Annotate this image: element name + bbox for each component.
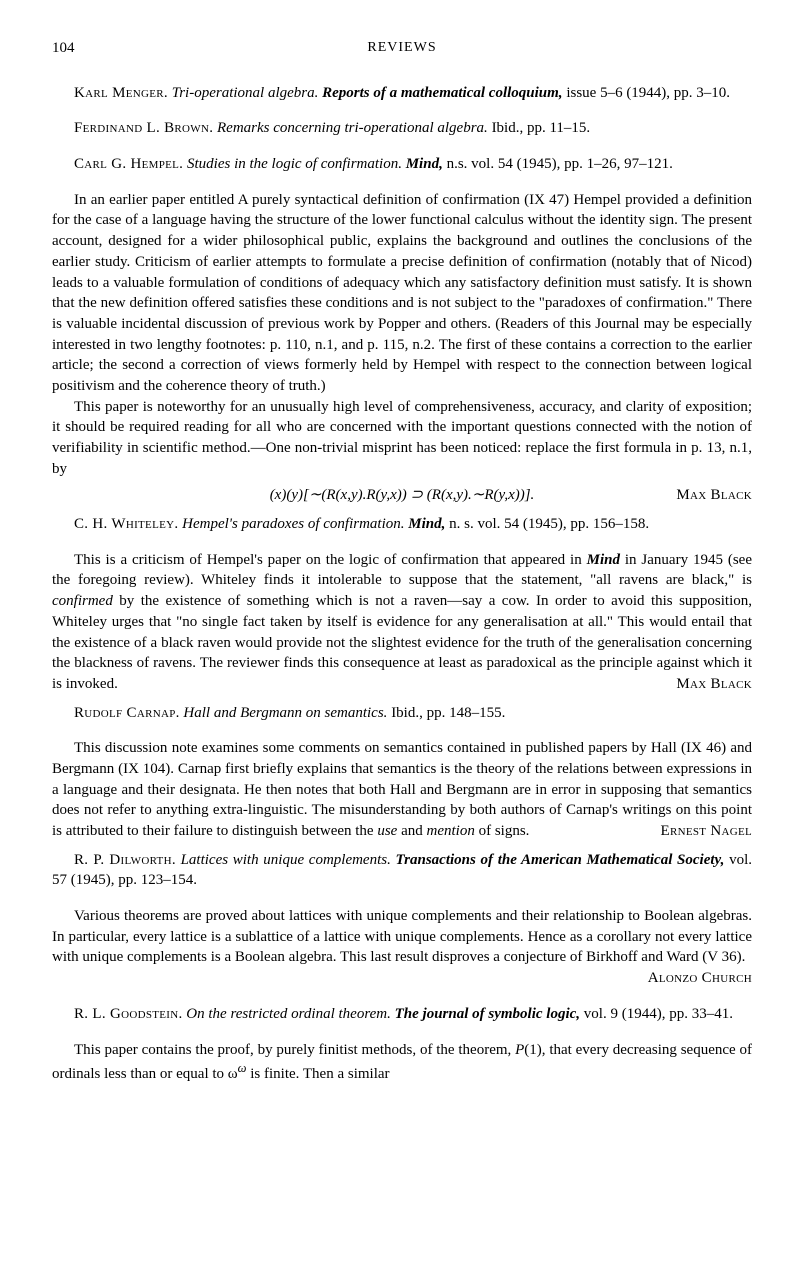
body-emph: use (377, 823, 397, 839)
citation-text: n. s. vol. 54 (1945), pp. 156–158. (449, 516, 649, 532)
citation-text: Ibid., pp. 148–155. (391, 705, 505, 721)
review-body: This paper is noteworthy for an unusuall… (52, 397, 752, 480)
formula: (x)(y)[∼(R(x,y).R(y,x)) ⊃ (R(x,y).∼R(y,x… (52, 485, 752, 506)
article-title: Remarks concerning tri-operational algeb… (217, 120, 488, 136)
body-text: This is a criticism of Hempel's paper on… (74, 552, 587, 568)
article-title: Studies in the logic of confirmation. (187, 156, 402, 172)
review-entry: R. L. Goodstein. On the restricted ordin… (52, 1004, 752, 1025)
journal-name: Mind, (406, 156, 443, 172)
author-name: Carl G. Hempel. (74, 156, 183, 172)
review-body: This paper contains the proof, by purely… (52, 1040, 752, 1085)
review-entry: C. H. Whiteley. Hempel's paradoxes of co… (52, 514, 752, 535)
review-body: This discussion note examines some comme… (52, 738, 752, 841)
journal-name: The journal of symbolic logic, (395, 1006, 580, 1022)
journal-name: Mind, (408, 516, 445, 532)
article-title: On the restricted ordinal theorem. (186, 1006, 391, 1022)
body-emph: confirmed (52, 593, 113, 609)
author-name: C. H. Whiteley. (74, 516, 178, 532)
author-name: Rudolf Carnap. (74, 705, 180, 721)
body-text: of signs. (475, 823, 530, 839)
review-entry: Rudolf Carnap. Hall and Bergmann on sema… (52, 703, 752, 724)
journal-name: Reports of a mathematical colloquium, (322, 85, 562, 101)
reviewer-name: Alonzo Church (52, 968, 752, 989)
body-emph: Mind (587, 552, 620, 568)
formula-text: (x)(y)[∼(R(x,y).R(y,x)) ⊃ (R(x,y).∼R(y,x… (270, 487, 535, 503)
author-name: Karl Menger. (74, 85, 168, 101)
reviewer-name: Max Black (676, 485, 752, 506)
page-title: REVIEWS (112, 38, 752, 59)
author-name: R. P. Dilworth. (74, 852, 176, 868)
review-body: This is a criticism of Hempel's paper on… (52, 550, 752, 695)
body-text: by the existence of something which is n… (52, 593, 752, 692)
article-title: Hall and Bergmann on semantics. (183, 705, 387, 721)
review-entry: Ferdinand L. Brown. Remarks concerning t… (52, 118, 752, 139)
citation-text: issue 5–6 (1944), pp. 3–10. (566, 85, 730, 101)
author-name: Ferdinand L. Brown. (74, 120, 213, 136)
article-title: Lattices with unique complements. (181, 852, 391, 868)
author-name: R. L. Goodstein. (74, 1006, 183, 1022)
review-entry: Carl G. Hempel. Studies in the logic of … (52, 154, 752, 175)
journal-name: Transactions of the American Mathematica… (396, 852, 725, 868)
review-body: Various theorems are proved about lattic… (52, 906, 752, 968)
review-entry: R. P. Dilworth. Lattices with unique com… (52, 850, 752, 891)
review-entry: Karl Menger. Tri-operational algebra. Re… (52, 83, 752, 104)
citation-text: vol. 9 (1944), pp. 33–41. (584, 1006, 733, 1022)
reviewer-name: Ernest Nagel (638, 821, 752, 842)
review-body: In an earlier paper entitled A purely sy… (52, 190, 752, 397)
article-title: Hempel's paradoxes of confirmation. (182, 516, 404, 532)
body-emph: mention (427, 823, 475, 839)
page-number: 104 (52, 38, 112, 59)
citation-text: n.s. vol. 54 (1945), pp. 1–26, 97–121. (447, 156, 673, 172)
body-text: is finite. Then a similar (247, 1066, 390, 1082)
body-text: This paper contains the proof, by purely… (74, 1042, 515, 1058)
body-sup: ω (238, 1061, 247, 1075)
reviewer-name: Max Black (654, 674, 752, 695)
body-emph: P (515, 1042, 524, 1058)
citation-text: Ibid., pp. 11–15. (492, 120, 591, 136)
article-title: Tri-operational algebra. (172, 85, 319, 101)
body-text: and (397, 823, 426, 839)
